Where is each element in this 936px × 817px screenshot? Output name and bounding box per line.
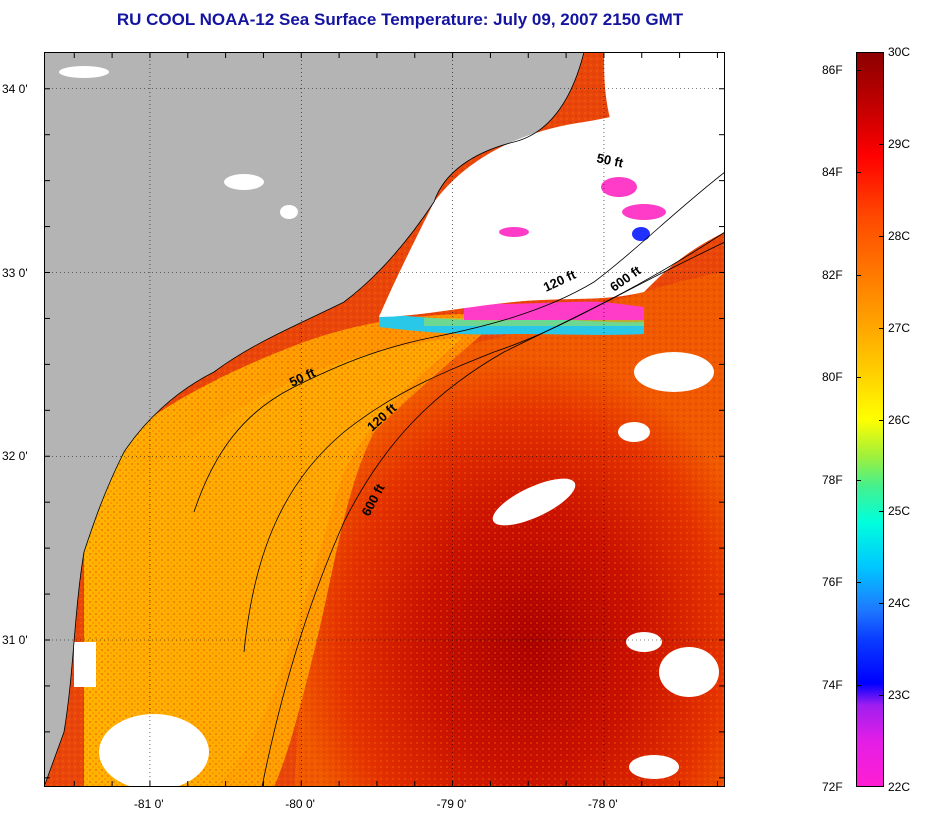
magenta-patch	[622, 204, 666, 220]
cloud-blob	[59, 66, 109, 78]
x-tick-label: -80 0'	[285, 797, 315, 811]
isobath-50ft	[193, 171, 725, 513]
magenta-patch	[601, 177, 637, 197]
colorbar-tick-left	[856, 274, 861, 276]
colorbar-celsius-label: 30C	[888, 45, 911, 59]
y-tick-label: 34 0'	[2, 81, 28, 96]
y-tick-label: 31 0'	[2, 633, 28, 647]
colorbar-tick-right	[879, 327, 884, 329]
colorbar-fahrenheit-label: 84F	[822, 165, 843, 180]
colorbar-celsius-label: 22C	[888, 780, 911, 794]
cloud-patch	[629, 755, 679, 779]
magenta-band	[464, 301, 644, 320]
colorbar-tick-right	[879, 695, 884, 697]
x-tick-label: -78 0'	[587, 797, 618, 811]
y-tick-label: 33 0'	[2, 265, 28, 280]
map-title: RU COOL NOAA-12 Sea Surface Temperature:…	[116, 10, 684, 29]
cloud-patch	[492, 478, 576, 526]
colorbar-tick-right	[879, 419, 884, 421]
north-cloud-top	[604, 52, 725, 132]
map-frame	[44, 52, 725, 787]
colorbar-celsius-label: 25C	[888, 504, 911, 519]
sst-map-canvas: 50 ft 120 ft 600 ft 50 ft 120 ft 600 ft	[44, 52, 725, 787]
colorbar-fahrenheit-label: 78F	[822, 472, 843, 487]
north-cloud	[379, 82, 725, 317]
colorbar-fahrenheit-label: 74F	[822, 677, 843, 692]
colorbar-tick-left	[856, 786, 861, 787]
colorbar-tick-right	[879, 511, 884, 513]
cloud-patch	[659, 647, 719, 697]
x-tick-label: -81 0'	[133, 797, 164, 811]
colorbar-fahrenheit-label: 76F	[822, 575, 843, 590]
cloud-patch-sw-left	[74, 642, 96, 687]
colorbar-fahrenheit-label: 72F	[822, 780, 843, 794]
colorbar-tick-right	[879, 786, 884, 787]
graticule	[44, 52, 725, 787]
colorbar-tick-left	[856, 582, 861, 584]
colorbar-celsius-label: 27C	[888, 320, 911, 335]
colorbar-celsius-label: 26C	[888, 412, 911, 427]
isobath-120ft	[243, 241, 725, 653]
colorbar-celsius-label: 24C	[888, 596, 911, 611]
cloud-patch	[626, 632, 662, 652]
colorbar-celsius-label: 29C	[888, 136, 911, 151]
colorbar-tick-left	[856, 479, 861, 481]
land	[44, 52, 584, 787]
sst-map: 50 ft 120 ft 600 ft 50 ft 120 ft 600 ft	[44, 52, 725, 787]
colorbar-celsius-label: 23C	[888, 688, 911, 703]
colorbar-tick-left	[856, 172, 861, 174]
x-tick-label: -79 0'	[436, 797, 467, 811]
cloud-patch-sw	[99, 714, 209, 787]
colorbar-tick-right	[879, 235, 884, 237]
colorbar-tick-right	[879, 603, 884, 605]
cloud-blob	[224, 174, 264, 190]
cloud-blob	[280, 205, 298, 219]
isobath-600ft	[261, 231, 725, 787]
cloud-patch	[618, 422, 650, 442]
colorbar-tick-left	[856, 70, 861, 71]
y-tick-label: 32 0'	[2, 449, 28, 464]
colorbar-fahrenheit-label: 82F	[822, 267, 843, 282]
coastline	[44, 52, 585, 787]
colorbar-tick-left	[856, 377, 861, 379]
colorbar-tick-right	[879, 52, 884, 53]
colorbar-tick-right	[879, 143, 884, 145]
magenta-patch	[499, 227, 529, 237]
blue-patch	[632, 227, 650, 241]
isobath-label-50ft-north: 50 ft	[595, 150, 625, 170]
cloud-patch	[634, 352, 714, 392]
colorbar-celsius-label: 28C	[888, 228, 911, 243]
colorbar-fahrenheit-label: 80F	[822, 370, 843, 385]
colorbar-tick-left	[856, 684, 861, 686]
colorbar-fahrenheit-label: 86F	[822, 63, 843, 77]
